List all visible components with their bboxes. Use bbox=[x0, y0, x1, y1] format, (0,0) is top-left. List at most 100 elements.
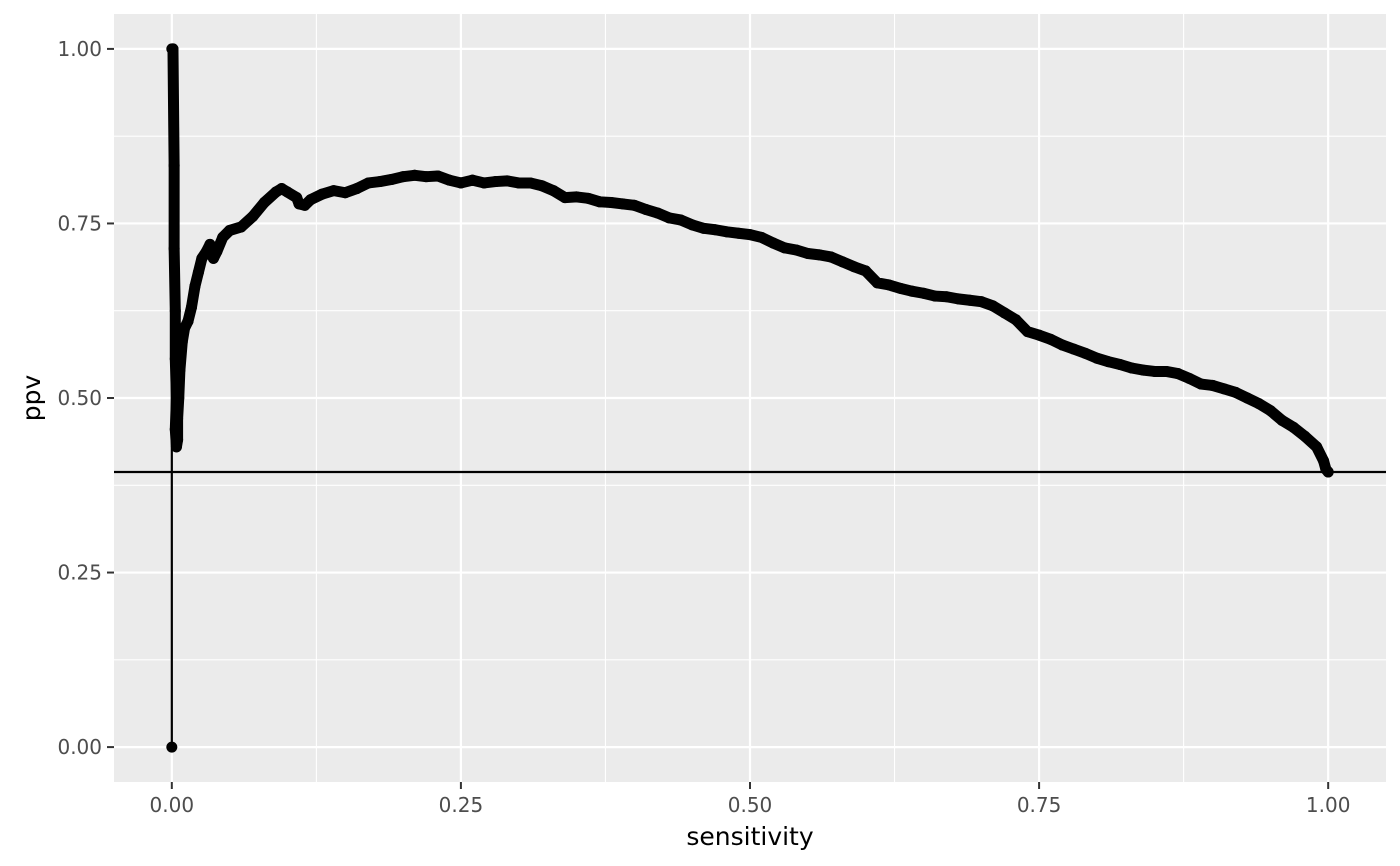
data-point bbox=[172, 434, 184, 446]
data-point bbox=[536, 180, 548, 192]
data-point bbox=[351, 183, 363, 195]
data-point bbox=[941, 291, 953, 303]
data-point bbox=[1114, 358, 1126, 370]
x-tick-label: 1.00 bbox=[1306, 793, 1351, 817]
x-axis-title: sensitivity bbox=[686, 822, 814, 851]
data-point bbox=[1022, 326, 1034, 338]
y-tick-label: 0.25 bbox=[57, 561, 102, 585]
data-point bbox=[825, 251, 837, 263]
data-point bbox=[182, 315, 194, 327]
data-point bbox=[628, 199, 640, 211]
data-point bbox=[975, 296, 987, 308]
data-point bbox=[559, 192, 571, 204]
data-point bbox=[1056, 339, 1068, 351]
data-point bbox=[790, 244, 802, 256]
data-point bbox=[386, 173, 398, 185]
data-point bbox=[698, 222, 710, 234]
data-point bbox=[173, 392, 185, 404]
data-point bbox=[605, 197, 617, 209]
data-point bbox=[998, 307, 1010, 319]
data-marks bbox=[114, 43, 1386, 753]
data-point bbox=[837, 256, 849, 268]
data-point bbox=[1253, 398, 1265, 410]
axes: 0.00 0.25 0.50 0.75 1.00 0.00 0.25 0.50 0.75 1.00 bbox=[57, 37, 1350, 817]
data-point bbox=[1126, 362, 1138, 374]
data-point bbox=[374, 176, 386, 188]
data-point bbox=[397, 171, 409, 183]
data-point bbox=[721, 226, 733, 238]
data-point bbox=[1010, 314, 1022, 326]
data-point bbox=[547, 185, 559, 197]
data-point bbox=[663, 212, 675, 224]
data-point bbox=[1230, 386, 1242, 398]
data-point bbox=[211, 245, 223, 257]
data-point bbox=[420, 171, 432, 183]
data-point bbox=[1241, 392, 1253, 404]
data-point bbox=[1322, 466, 1334, 478]
data-point bbox=[189, 280, 201, 292]
data-point bbox=[651, 207, 663, 219]
y-tick-label: 0.50 bbox=[57, 386, 102, 410]
data-point bbox=[1264, 405, 1276, 417]
data-point bbox=[169, 305, 181, 317]
data-point bbox=[224, 224, 236, 236]
data-point bbox=[1318, 455, 1330, 467]
data-point bbox=[732, 227, 744, 239]
x-tick-label: 0.50 bbox=[728, 793, 773, 817]
data-point bbox=[1311, 441, 1323, 453]
data-point bbox=[1287, 421, 1299, 433]
data-point bbox=[1102, 356, 1114, 368]
data-point bbox=[917, 287, 929, 299]
data-point bbox=[513, 177, 525, 189]
data-point bbox=[1068, 343, 1080, 355]
data-point bbox=[169, 353, 181, 365]
data-point bbox=[617, 198, 629, 210]
data-point bbox=[1160, 365, 1172, 377]
data-point bbox=[1149, 365, 1161, 377]
data-point bbox=[1033, 329, 1045, 341]
data-point bbox=[316, 188, 328, 200]
data-point bbox=[1137, 364, 1149, 376]
data-point bbox=[432, 170, 444, 182]
data-point bbox=[455, 177, 467, 189]
data-point bbox=[594, 196, 606, 208]
x-tick-label: 0.00 bbox=[150, 793, 195, 817]
data-point bbox=[987, 300, 999, 312]
data-point bbox=[204, 238, 216, 250]
data-point bbox=[571, 191, 583, 203]
y-axis-title: ppv bbox=[17, 375, 46, 422]
data-point bbox=[168, 160, 180, 172]
x-tick-label: 0.75 bbox=[1017, 793, 1062, 817]
data-point bbox=[305, 194, 317, 206]
data-point bbox=[192, 266, 204, 278]
data-point bbox=[172, 413, 184, 425]
data-point bbox=[1183, 372, 1195, 384]
data-point bbox=[802, 247, 814, 259]
data-point bbox=[871, 277, 883, 289]
data-point bbox=[466, 174, 478, 186]
data-point bbox=[1195, 378, 1207, 390]
data-point bbox=[767, 237, 779, 249]
data-point bbox=[686, 219, 698, 231]
data-point bbox=[1091, 352, 1103, 364]
data-point bbox=[756, 231, 768, 243]
data-point bbox=[185, 301, 197, 313]
data-point bbox=[1218, 383, 1230, 395]
data-point bbox=[848, 261, 860, 273]
data-point bbox=[1299, 430, 1311, 442]
data-point bbox=[744, 229, 756, 241]
data-point bbox=[1276, 414, 1288, 426]
data-point bbox=[813, 249, 825, 261]
data-point bbox=[1079, 347, 1091, 359]
data-point bbox=[174, 364, 186, 376]
data-point bbox=[582, 192, 594, 204]
data-point bbox=[709, 224, 721, 236]
data-point bbox=[524, 177, 536, 189]
data-point bbox=[779, 242, 791, 254]
data-point bbox=[258, 197, 270, 209]
y-tick-label: 0.00 bbox=[57, 735, 102, 759]
data-point bbox=[339, 187, 351, 199]
y-tick-label: 1.00 bbox=[57, 37, 102, 61]
data-point bbox=[640, 203, 652, 215]
